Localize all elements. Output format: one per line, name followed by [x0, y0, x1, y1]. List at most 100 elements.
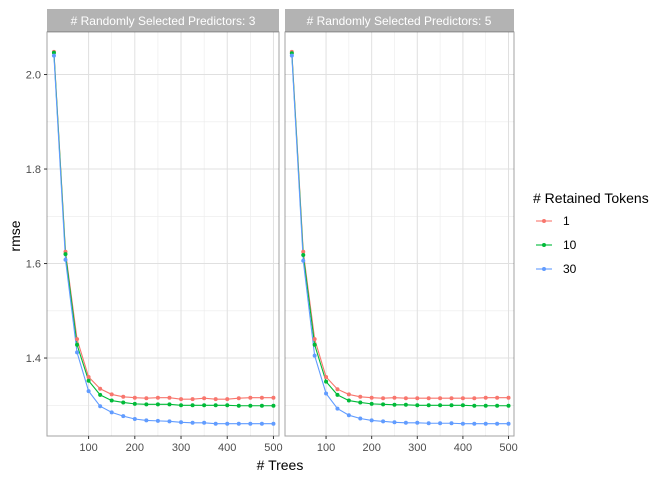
data-point-30	[358, 416, 363, 421]
data-point-10	[495, 403, 500, 408]
data-point-30	[155, 418, 160, 423]
data-point-30	[63, 257, 68, 262]
data-point-10	[225, 403, 230, 408]
data-point-30	[190, 420, 195, 425]
x-tick-label: 400	[454, 442, 472, 454]
x-tick-label: 300	[408, 442, 426, 454]
data-point-1	[259, 395, 264, 400]
data-point-1	[213, 397, 218, 402]
y-axis-title: rmse	[7, 220, 23, 251]
data-point-1	[190, 397, 195, 402]
data-point-10	[426, 403, 431, 408]
data-point-10	[324, 379, 329, 384]
data-point-1	[301, 249, 306, 254]
data-point-10	[248, 403, 253, 408]
data-point-10	[301, 253, 306, 258]
data-point-1	[346, 392, 351, 397]
data-point-1	[426, 396, 431, 401]
data-point-10	[213, 403, 218, 408]
data-point-1	[225, 397, 230, 402]
x-tick-label: 400	[218, 442, 236, 454]
data-point-30	[51, 53, 56, 58]
data-point-10	[98, 392, 103, 397]
x-tick-label: 300	[172, 442, 190, 454]
y-tick-label: 2.0	[26, 70, 41, 82]
data-point-10	[312, 342, 317, 347]
data-point-10	[236, 403, 241, 408]
data-point-10	[144, 402, 149, 407]
data-point-30	[449, 421, 454, 426]
data-point-1	[132, 395, 137, 400]
data-point-1	[167, 395, 172, 400]
y-tick-label: 1.4	[26, 353, 41, 365]
data-point-30	[86, 389, 91, 394]
data-point-10	[167, 402, 172, 407]
panel-border	[46, 31, 280, 437]
data-point-1	[179, 397, 184, 402]
data-point-1	[202, 396, 207, 401]
series-points	[289, 49, 511, 426]
data-point-10	[335, 392, 340, 397]
data-point-30	[248, 421, 253, 426]
data-point-1	[144, 396, 149, 401]
data-point-30	[506, 421, 511, 426]
data-point-30	[483, 421, 488, 426]
data-point-30	[472, 421, 477, 426]
y-tick-label: 1.8	[26, 164, 41, 176]
panel-border	[284, 31, 515, 437]
legend-items: 1 10 30	[536, 214, 577, 276]
data-point-30	[202, 420, 207, 425]
legend-item-1: 1	[536, 214, 570, 228]
legend-key-point	[542, 267, 546, 271]
strip-background	[47, 9, 279, 32]
data-point-10	[415, 403, 420, 408]
data-point-10	[75, 342, 80, 347]
data-point-10	[472, 403, 477, 408]
data-point-1	[98, 386, 103, 391]
strip-label: # Randomly Selected Predictors: 3	[71, 14, 256, 28]
strip-label: # Randomly Selected Predictors: 5	[307, 14, 492, 28]
data-point-30	[213, 421, 218, 426]
data-point-1	[335, 387, 340, 392]
data-point-30	[415, 420, 420, 425]
data-point-30	[109, 410, 114, 415]
data-point-30	[460, 421, 465, 426]
data-point-30	[271, 421, 276, 426]
data-point-10	[358, 400, 363, 405]
legend-label: 1	[563, 214, 570, 228]
data-point-1	[449, 396, 454, 401]
data-point-30	[426, 421, 431, 426]
data-point-1	[324, 374, 329, 379]
data-point-1	[248, 395, 253, 400]
data-point-10	[271, 403, 276, 408]
data-point-30	[132, 416, 137, 421]
legend-title: # Retained Tokens	[533, 190, 649, 206]
legend: # Retained Tokens 1 10 30	[533, 190, 649, 276]
data-point-1	[312, 337, 317, 342]
x-axis-tick-labels: 100 200 300 400 500 100 200 300 400 500	[79, 436, 518, 454]
data-point-10	[132, 401, 137, 406]
data-point-30	[144, 418, 149, 423]
data-point-10	[121, 400, 126, 405]
data-point-30	[301, 258, 306, 263]
data-point-1	[483, 395, 488, 400]
legend-key-point	[542, 219, 546, 223]
legend-item-10: 10	[536, 238, 577, 252]
x-tick-label: 100	[317, 442, 335, 454]
data-point-10	[506, 403, 511, 408]
data-point-30	[369, 418, 374, 423]
legend-label: 10	[563, 238, 577, 252]
data-point-30	[121, 414, 126, 419]
data-point-1	[506, 395, 511, 400]
x-tick-label: 200	[362, 442, 380, 454]
data-point-30	[438, 421, 443, 426]
strip-background	[285, 9, 514, 32]
data-point-30	[392, 420, 397, 425]
data-point-10	[346, 398, 351, 403]
x-tick-label: 200	[126, 442, 144, 454]
data-point-30	[236, 421, 241, 426]
data-point-10	[86, 378, 91, 383]
data-point-10	[190, 403, 195, 408]
data-point-1	[86, 374, 91, 379]
